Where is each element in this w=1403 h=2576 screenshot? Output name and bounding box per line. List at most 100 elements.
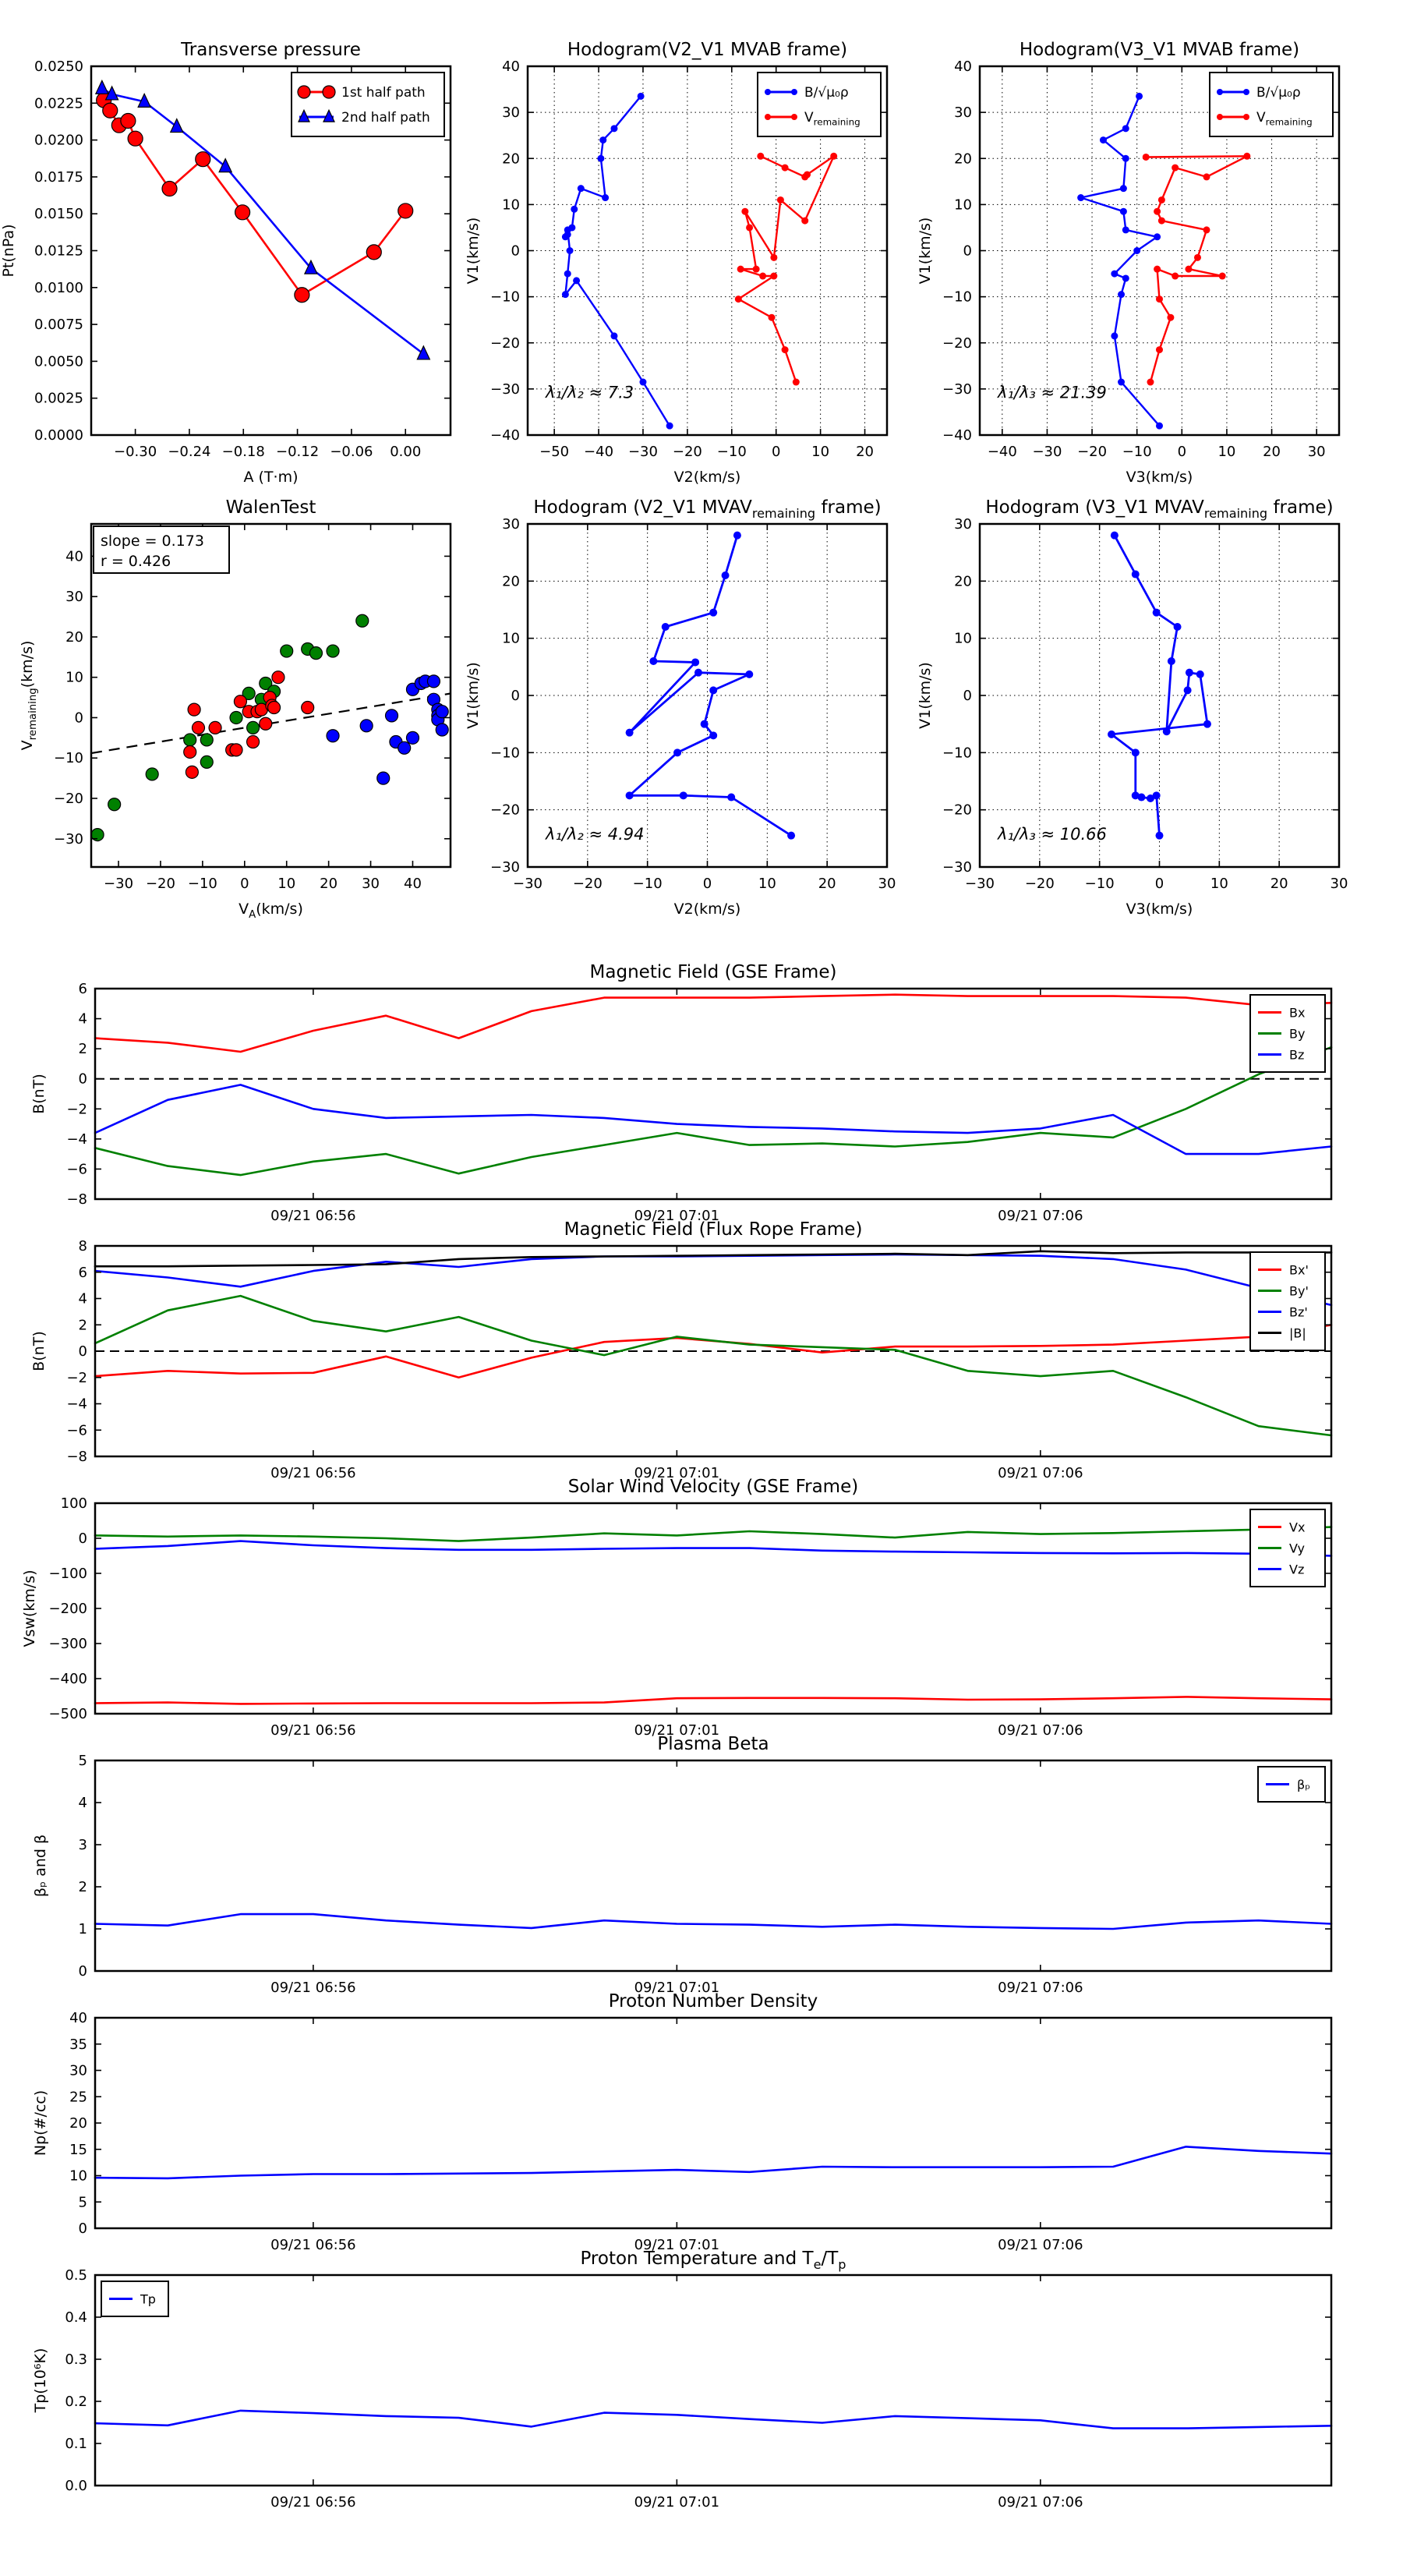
marker-circle — [259, 676, 273, 691]
x-tick-label: 30 — [1308, 444, 1326, 460]
stats-textbox: slope = 0.173 r = 0.426 — [93, 525, 230, 574]
series-Vy — [94, 1526, 1333, 1542]
x-tick-label: 30 — [878, 876, 896, 892]
series-Vz — [94, 1540, 1333, 1557]
marker-dot — [661, 623, 670, 631]
x-tick-label: 09/21 07:06 — [998, 1980, 1083, 1996]
panel-title: Proton Number Density — [609, 1991, 818, 2012]
marker-dot — [637, 92, 645, 100]
y-axis-label: Pt(nPa) — [0, 224, 17, 277]
marker-dot — [1147, 378, 1154, 386]
x-tick-label: −0.12 — [276, 444, 319, 460]
marker-dot — [1196, 670, 1204, 678]
marker-dot — [1193, 253, 1201, 261]
marker-dot — [1122, 154, 1129, 162]
marker-circle — [229, 743, 243, 757]
legend-label: Bx — [1289, 1006, 1305, 1021]
marker-dot — [1217, 89, 1223, 95]
x-tick-label: −30 — [104, 876, 133, 892]
series-By-prime — [94, 1294, 1333, 1437]
marker-dot — [561, 291, 569, 299]
x-tick-label: −10 — [717, 444, 747, 460]
marker-circle — [229, 710, 243, 725]
y-tick-label: 0.1 — [65, 2436, 87, 2452]
x-tick-label: −0.06 — [330, 444, 373, 460]
x-tick-label: 09/21 07:06 — [998, 2494, 1083, 2511]
x-tick-label: −30 — [965, 876, 995, 892]
marker-dot — [666, 422, 673, 430]
marker-circle — [384, 709, 399, 723]
x-tick-label: −20 — [573, 876, 603, 892]
y-tick-label: 0.0100 — [34, 280, 83, 296]
y-tick-label: 25 — [69, 2089, 87, 2105]
x-tick-label: 09/21 07:01 — [634, 1465, 719, 1481]
y-tick-label: −10 — [490, 745, 520, 761]
y-axis-label: V1(km/s) — [917, 662, 934, 729]
marker-dot — [602, 194, 610, 202]
annotation-lambda-ratio: λ₁/λ₂ ≈ 7.3 — [545, 384, 634, 402]
y-tick-label: 4 — [79, 1011, 87, 1028]
marker-triangle — [303, 259, 318, 274]
panel-title: Hodogram(V3_V1 MVAB frame) — [1020, 40, 1299, 60]
marker-dot — [1142, 153, 1150, 161]
marker-circle — [271, 671, 285, 685]
marker-circle — [195, 151, 211, 168]
marker-circle — [297, 85, 311, 99]
marker-dot — [1156, 346, 1163, 354]
x-axis-label: V3(km/s) — [1126, 901, 1193, 918]
marker-circle — [191, 720, 206, 735]
series-line — [94, 993, 1333, 1053]
y-tick-label: 3 — [79, 1837, 87, 1853]
y-axis-label: Tp(10⁶K) — [32, 2348, 49, 2414]
x-tick-label: −40 — [988, 444, 1017, 460]
marker-dot — [1077, 194, 1085, 202]
legend-label: 2nd half path — [341, 110, 430, 126]
panel-proton-temperature: 09/21 06:56 09/21 07:01 09/21 07:06 0.0 0.1 0… — [32, 2249, 1333, 2511]
marker-dot — [776, 196, 784, 203]
x-tick-label: 0 — [1178, 444, 1186, 460]
x-tick-label: 09/21 07:01 — [634, 2494, 719, 2511]
axes-spines — [94, 1502, 1333, 1715]
y-tick-label: 0 — [963, 243, 972, 260]
x-tick-label: 09/21 07:01 — [634, 2237, 719, 2253]
y-tick-label: 30 — [954, 516, 972, 533]
panel-proton-number-density: 09/21 06:56 09/21 07:01 09/21 07:06 0 5 10 15 2… — [32, 1991, 1333, 2253]
panel-title: Magnetic Field (Flux Rope Frame) — [564, 1219, 863, 1240]
legend-box — [1249, 1251, 1326, 1351]
marker-circle — [366, 244, 382, 260]
marker-circle — [127, 130, 143, 147]
marker-dot — [1203, 226, 1210, 234]
marker-dot — [610, 332, 618, 340]
y-tick-label: −30 — [942, 381, 972, 398]
marker-dot — [1099, 136, 1107, 144]
panel-title: Hodogram (V3_V1 MVAVremaining frame) — [985, 497, 1333, 521]
x-tick-label: 20 — [320, 876, 337, 892]
marker-dot — [791, 89, 797, 95]
marker-circle — [426, 674, 441, 688]
legend-label: 1st half path — [341, 85, 426, 101]
legend: Vx Vy Vz — [1249, 1509, 1326, 1587]
marker-dot — [1111, 270, 1119, 278]
x-tick-label: −30 — [1032, 444, 1062, 460]
y-tick-label: −10 — [942, 745, 972, 761]
y-axis-label: Np(#/cc) — [32, 2090, 49, 2156]
marker-circle — [398, 203, 414, 219]
x-tick-label: 30 — [362, 876, 380, 892]
marker-dot — [1217, 114, 1223, 120]
marker-dot — [746, 224, 754, 232]
y-tick-label: 5 — [79, 2194, 87, 2210]
y-tick-label: 2 — [79, 1879, 87, 1895]
marker-circle — [435, 723, 449, 737]
legend-label: Vremaining — [1256, 110, 1313, 127]
x-tick-label: 20 — [856, 444, 874, 460]
y-axis-label: B(nT) — [30, 1074, 48, 1114]
series-line — [94, 1253, 1333, 1307]
marker-dot — [1122, 274, 1129, 282]
y-tick-label: 0.0200 — [34, 133, 83, 149]
marker-dot — [625, 791, 634, 800]
x-tick-label: 10 — [811, 444, 829, 460]
marker-circle — [102, 102, 118, 119]
textbox-line: r = 0.426 — [101, 553, 171, 570]
y-tick-label: 0 — [963, 688, 972, 704]
marker-dot — [1183, 686, 1192, 695]
